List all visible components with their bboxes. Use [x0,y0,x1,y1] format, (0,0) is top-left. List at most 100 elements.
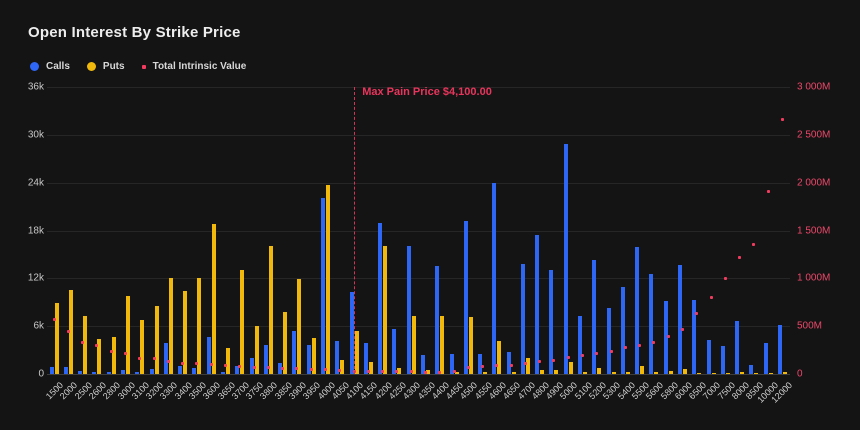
calls-bar[interactable] [320,197,325,374]
calls-bar[interactable] [578,315,583,374]
calls-bar[interactable] [506,351,511,374]
intrinsic-value-dot[interactable] [81,341,85,345]
strike-group-3650[interactable] [218,87,232,374]
puts-bar[interactable] [554,370,559,374]
intrinsic-value-dot[interactable] [481,365,485,369]
calls-bar[interactable] [78,370,83,374]
strike-group-3400[interactable] [176,87,190,374]
calls-bar[interactable] [678,264,683,374]
puts-bar[interactable] [397,367,402,374]
intrinsic-value-dot[interactable] [523,362,527,366]
strike-group-4350[interactable] [418,87,432,374]
intrinsic-value-dot[interactable] [723,276,727,280]
intrinsic-value-dot[interactable] [181,361,185,365]
strike-group-3000[interactable] [118,87,132,374]
strike-group-3600[interactable] [204,87,218,374]
puts-bar[interactable] [325,185,330,374]
intrinsic-value-dot[interactable] [381,370,385,374]
strike-group-4550[interactable] [475,87,489,374]
calls-bar[interactable] [406,246,411,374]
strike-group-4200[interactable] [375,87,389,374]
strike-group-4300[interactable] [404,87,418,374]
puts-bar[interactable] [583,371,588,374]
puts-bar[interactable] [111,336,116,374]
strike-group-6500[interactable] [690,87,704,374]
intrinsic-value-dot[interactable] [266,366,270,370]
calls-bar[interactable] [492,183,497,374]
legend-item-total-intrinsic-value[interactable]: Total Intrinsic Value [141,61,246,72]
intrinsic-value-dot[interactable] [552,358,556,362]
intrinsic-value-dot[interactable] [766,189,770,193]
intrinsic-value-dot[interactable] [666,335,670,339]
intrinsic-value-dot[interactable] [124,352,128,356]
strike-group-4150[interactable] [361,87,375,374]
intrinsic-value-dot[interactable] [52,318,56,322]
strike-group-5000[interactable] [561,87,575,374]
strike-group-2500[interactable] [76,87,90,374]
strike-group-8500[interactable] [747,87,761,374]
strike-group-3750[interactable] [247,87,261,374]
intrinsic-value-dot[interactable] [638,344,642,348]
intrinsic-value-dot[interactable] [152,357,156,361]
strike-group-4000[interactable] [318,87,332,374]
calls-bar[interactable] [278,362,283,374]
calls-bar[interactable] [235,366,240,374]
calls-bar[interactable] [92,372,97,374]
puts-bar[interactable] [268,246,273,374]
strike-group-3800[interactable] [261,87,275,374]
strike-group-3950[interactable] [304,87,318,374]
calls-bar[interactable] [449,354,454,374]
puts-bar[interactable] [611,371,616,374]
puts-bar[interactable] [740,372,745,374]
strike-group-10000[interactable] [761,87,775,374]
calls-bar[interactable] [563,144,568,374]
puts-bar[interactable] [254,326,259,374]
intrinsic-value-dot[interactable] [109,349,113,353]
puts-bar[interactable] [54,303,59,374]
puts-bar[interactable] [283,311,288,374]
puts-bar[interactable] [311,338,316,374]
puts-bar[interactable] [768,373,773,374]
puts-bar[interactable] [154,306,159,374]
strike-group-5400[interactable] [618,87,632,374]
puts-bar[interactable] [568,362,573,374]
strike-group-3850[interactable] [276,87,290,374]
calls-bar[interactable] [349,291,354,374]
puts-bar[interactable] [440,315,445,374]
intrinsic-value-dot[interactable] [623,346,627,350]
intrinsic-value-dot[interactable] [238,365,242,369]
intrinsic-value-dot[interactable] [309,367,313,371]
intrinsic-value-dot[interactable] [423,370,427,374]
puts-bar[interactable] [754,373,759,374]
strike-group-5200[interactable] [590,87,604,374]
calls-bar[interactable] [263,345,268,374]
calls-bar[interactable] [606,307,611,374]
strike-group-4450[interactable] [447,87,461,374]
calls-bar[interactable] [735,321,740,374]
puts-bar[interactable] [368,362,373,374]
strike-group-3500[interactable] [190,87,204,374]
puts-bar[interactable] [226,347,231,374]
strike-group-4650[interactable] [504,87,518,374]
strike-group-4900[interactable] [547,87,561,374]
intrinsic-value-dot[interactable] [338,369,342,373]
strike-group-3700[interactable] [233,87,247,374]
calls-bar[interactable] [249,358,254,374]
strike-group-4100[interactable] [347,87,361,374]
calls-bar[interactable] [535,234,540,374]
strike-group-5800[interactable] [661,87,675,374]
strike-group-5100[interactable] [575,87,589,374]
calls-bar[interactable] [549,269,554,374]
puts-bar[interactable] [497,341,502,374]
puts-bar[interactable] [640,366,645,374]
strike-group-8000[interactable] [733,87,747,374]
puts-bar[interactable] [668,370,673,374]
intrinsic-value-dot[interactable] [595,351,599,355]
calls-bar[interactable] [335,341,340,374]
intrinsic-value-dot[interactable] [352,369,356,373]
strike-group-4050[interactable] [333,87,347,374]
intrinsic-value-dot[interactable] [438,370,442,374]
strike-group-2600[interactable] [90,87,104,374]
puts-bar[interactable] [468,316,473,374]
calls-bar[interactable] [221,371,226,374]
